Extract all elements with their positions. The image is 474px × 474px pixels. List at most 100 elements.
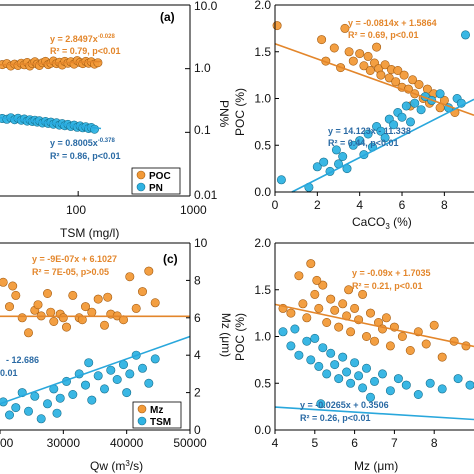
- panel-d-poc-point-1: [286, 308, 296, 318]
- panel-b-xlabel: CaCO3 (%): [352, 215, 412, 231]
- panel-d-xtick-label-1: 5: [311, 436, 318, 450]
- panel-b-pn-point-20: [401, 101, 411, 111]
- panel-d-poc-point-6: [310, 289, 320, 299]
- panel-d-poc-point-16: [350, 303, 360, 313]
- panel-c-tsm-point-1: [5, 410, 14, 420]
- panel-a-xtick-1000: 1000: [180, 203, 207, 217]
- panel-d-pn-point-14: [342, 367, 352, 377]
- panel-d-poc-point-21: [369, 336, 379, 346]
- panel-b-pn-point-0: [276, 175, 286, 185]
- panel-b-pn-point-15: [380, 133, 390, 143]
- panel-b-xtick-label-2: 4: [356, 198, 363, 212]
- panel-b-poc-point-17: [391, 77, 401, 87]
- panel-d-xlabel: Mz (μm): [354, 459, 398, 473]
- panel-b-poc-point-9: [363, 51, 373, 61]
- panel-c-mz-point-24: [150, 298, 160, 308]
- panel-c-mz-point-7: [42, 288, 52, 298]
- panel-c-mz-point-0: [0, 277, 8, 287]
- panel-c-tsm-fit-line: [0, 335, 191, 405]
- panel-a-plot-area: [0, 4, 191, 197]
- panel-c-tsm-point-6: [36, 414, 46, 424]
- panel-d-poc-point-3: [298, 299, 308, 309]
- panel-b-pn-point-9: [355, 136, 365, 146]
- panel-c-mz-point-23: [144, 266, 154, 276]
- panel-b-poc-point-8: [359, 61, 369, 71]
- panel-c-mz-point-13: [81, 302, 91, 312]
- panel-d-poc-point-8: [318, 280, 328, 290]
- panel-b-pn-point-21: [405, 117, 415, 127]
- panel-c-mz-point-16: [100, 320, 110, 330]
- panel-b-ylabel: POC (%): [233, 88, 247, 136]
- panel-c-ytick-label-3: 6: [194, 311, 201, 325]
- panel-d-pn-point-25: [413, 389, 423, 399]
- panel-d-pn-point-8: [318, 343, 328, 353]
- panel-a-xlabel: TSM (mg/l): [60, 226, 119, 240]
- panel-c-ytick-label-1: 2: [194, 386, 201, 400]
- panel-d-pn-point-16: [350, 358, 360, 368]
- panel-a-poc-r2: R² = 0.79, p<0.01: [50, 46, 121, 56]
- panel-b-poc-point-24: [414, 80, 424, 90]
- panel-d-pn-point-20: [369, 376, 379, 386]
- panel-c-xtick-label-2: 40000: [110, 436, 144, 450]
- panel-c-tsm-point-14: [87, 395, 97, 405]
- panel-d-poc-point-31: [429, 320, 439, 330]
- panel-c-tsm-point-9: [55, 393, 65, 403]
- panel-d-pn-point-31: [365, 392, 375, 402]
- panel-d-pn-point-24: [401, 380, 411, 390]
- panel-c-tsm-point-11: [68, 389, 78, 399]
- panel-d-pn-point-30: [316, 399, 326, 409]
- panel-c-xtick-label-1: 30000: [47, 436, 81, 450]
- panel-c-mz-point-11: [68, 290, 78, 300]
- panel-d-xtick-label-0: 4: [272, 436, 279, 450]
- panel-b-poc-r2: R² = 0.69, p<0.01: [348, 30, 419, 40]
- panel-b-xtick-label-3: 6: [399, 198, 406, 212]
- panel-d-pn-point-0: [278, 327, 288, 337]
- panel-b-pn-r2: R² = 0.44, p<0.01: [328, 138, 399, 148]
- panel-b-pn-point-23: [416, 105, 426, 115]
- panel-b-pn-point-6: [338, 152, 348, 162]
- panel-b-xtick-label-4: 8: [441, 198, 448, 212]
- panel-c-tsm-point-26: [84, 358, 94, 368]
- panel-b-poc-point-1: [317, 35, 327, 45]
- panel-d-plot-area: 4 5 6 7 8 0.0 0.5 1.0 1.5 2.0: [254, 236, 474, 450]
- panel-d-pn-point-27: [437, 384, 447, 394]
- panel-d-pn-equation: y = -0.0265x + 0.3506: [300, 400, 389, 410]
- panel-d-poc-point-35: [312, 275, 322, 285]
- panel-d-poc-point-20: [365, 308, 375, 318]
- panel-b-pn-point-5: [331, 145, 341, 155]
- panel-a-xtick-100: 100: [66, 203, 86, 217]
- panel-a-legend-pn: PN: [149, 183, 163, 194]
- panel-a-poc-equation: y = 2.8497x-0.028: [50, 34, 115, 44]
- panel-d-pn-point-17: [354, 371, 364, 381]
- panel-c-legend-mz-marker: [137, 404, 147, 414]
- panel-d-pn-point-18: [358, 383, 368, 393]
- panel-b-ytick-label-4: 2.0: [254, 0, 271, 12]
- panel-d-pn-point-1: [286, 341, 296, 351]
- panel-b-poc-point-7: [355, 49, 365, 59]
- panel-b-poc-point-20: [399, 70, 409, 80]
- panel-c-legend: Mz TSM: [132, 401, 182, 429]
- panel-b-xtick-label-1: 2: [314, 198, 321, 212]
- panel-d-pn-point-29: [465, 380, 474, 390]
- panel-d-poc-point-30: [421, 339, 431, 349]
- panel-c-mz-point-20: [125, 272, 135, 282]
- panel-c-tsm-point-7: [42, 399, 52, 409]
- panel-a-pn-fit-line: [0, 116, 102, 130]
- panel-d-xtick-label-4: 8: [431, 436, 438, 450]
- panel-d-ytick-label-0: 0.0: [254, 423, 271, 437]
- panel-c-xtick-label-0: 0000: [0, 436, 14, 450]
- panel-d-pn-point-5: [306, 355, 316, 365]
- panel-c-xlabel: Qw (m3/s): [90, 459, 143, 473]
- panel-d-pn-point-22: [385, 386, 395, 396]
- panel-d-pn-point-28: [453, 374, 463, 384]
- panel-d-pn-point-2: [290, 324, 300, 334]
- panel-b-pn-point-2: [312, 162, 322, 172]
- panel-c-legend-tsm-marker: [137, 416, 147, 426]
- panel-a-ytick-10: 10.0: [194, 0, 218, 13]
- panel-d-poc-point-10: [326, 294, 336, 304]
- panel-c-tsm-point-2: [11, 403, 21, 413]
- panel-c-mz-point-14: [87, 307, 97, 317]
- panel-d-ytick-label-4: 2.0: [254, 236, 271, 250]
- panel-a-legend: POC PN: [131, 167, 181, 195]
